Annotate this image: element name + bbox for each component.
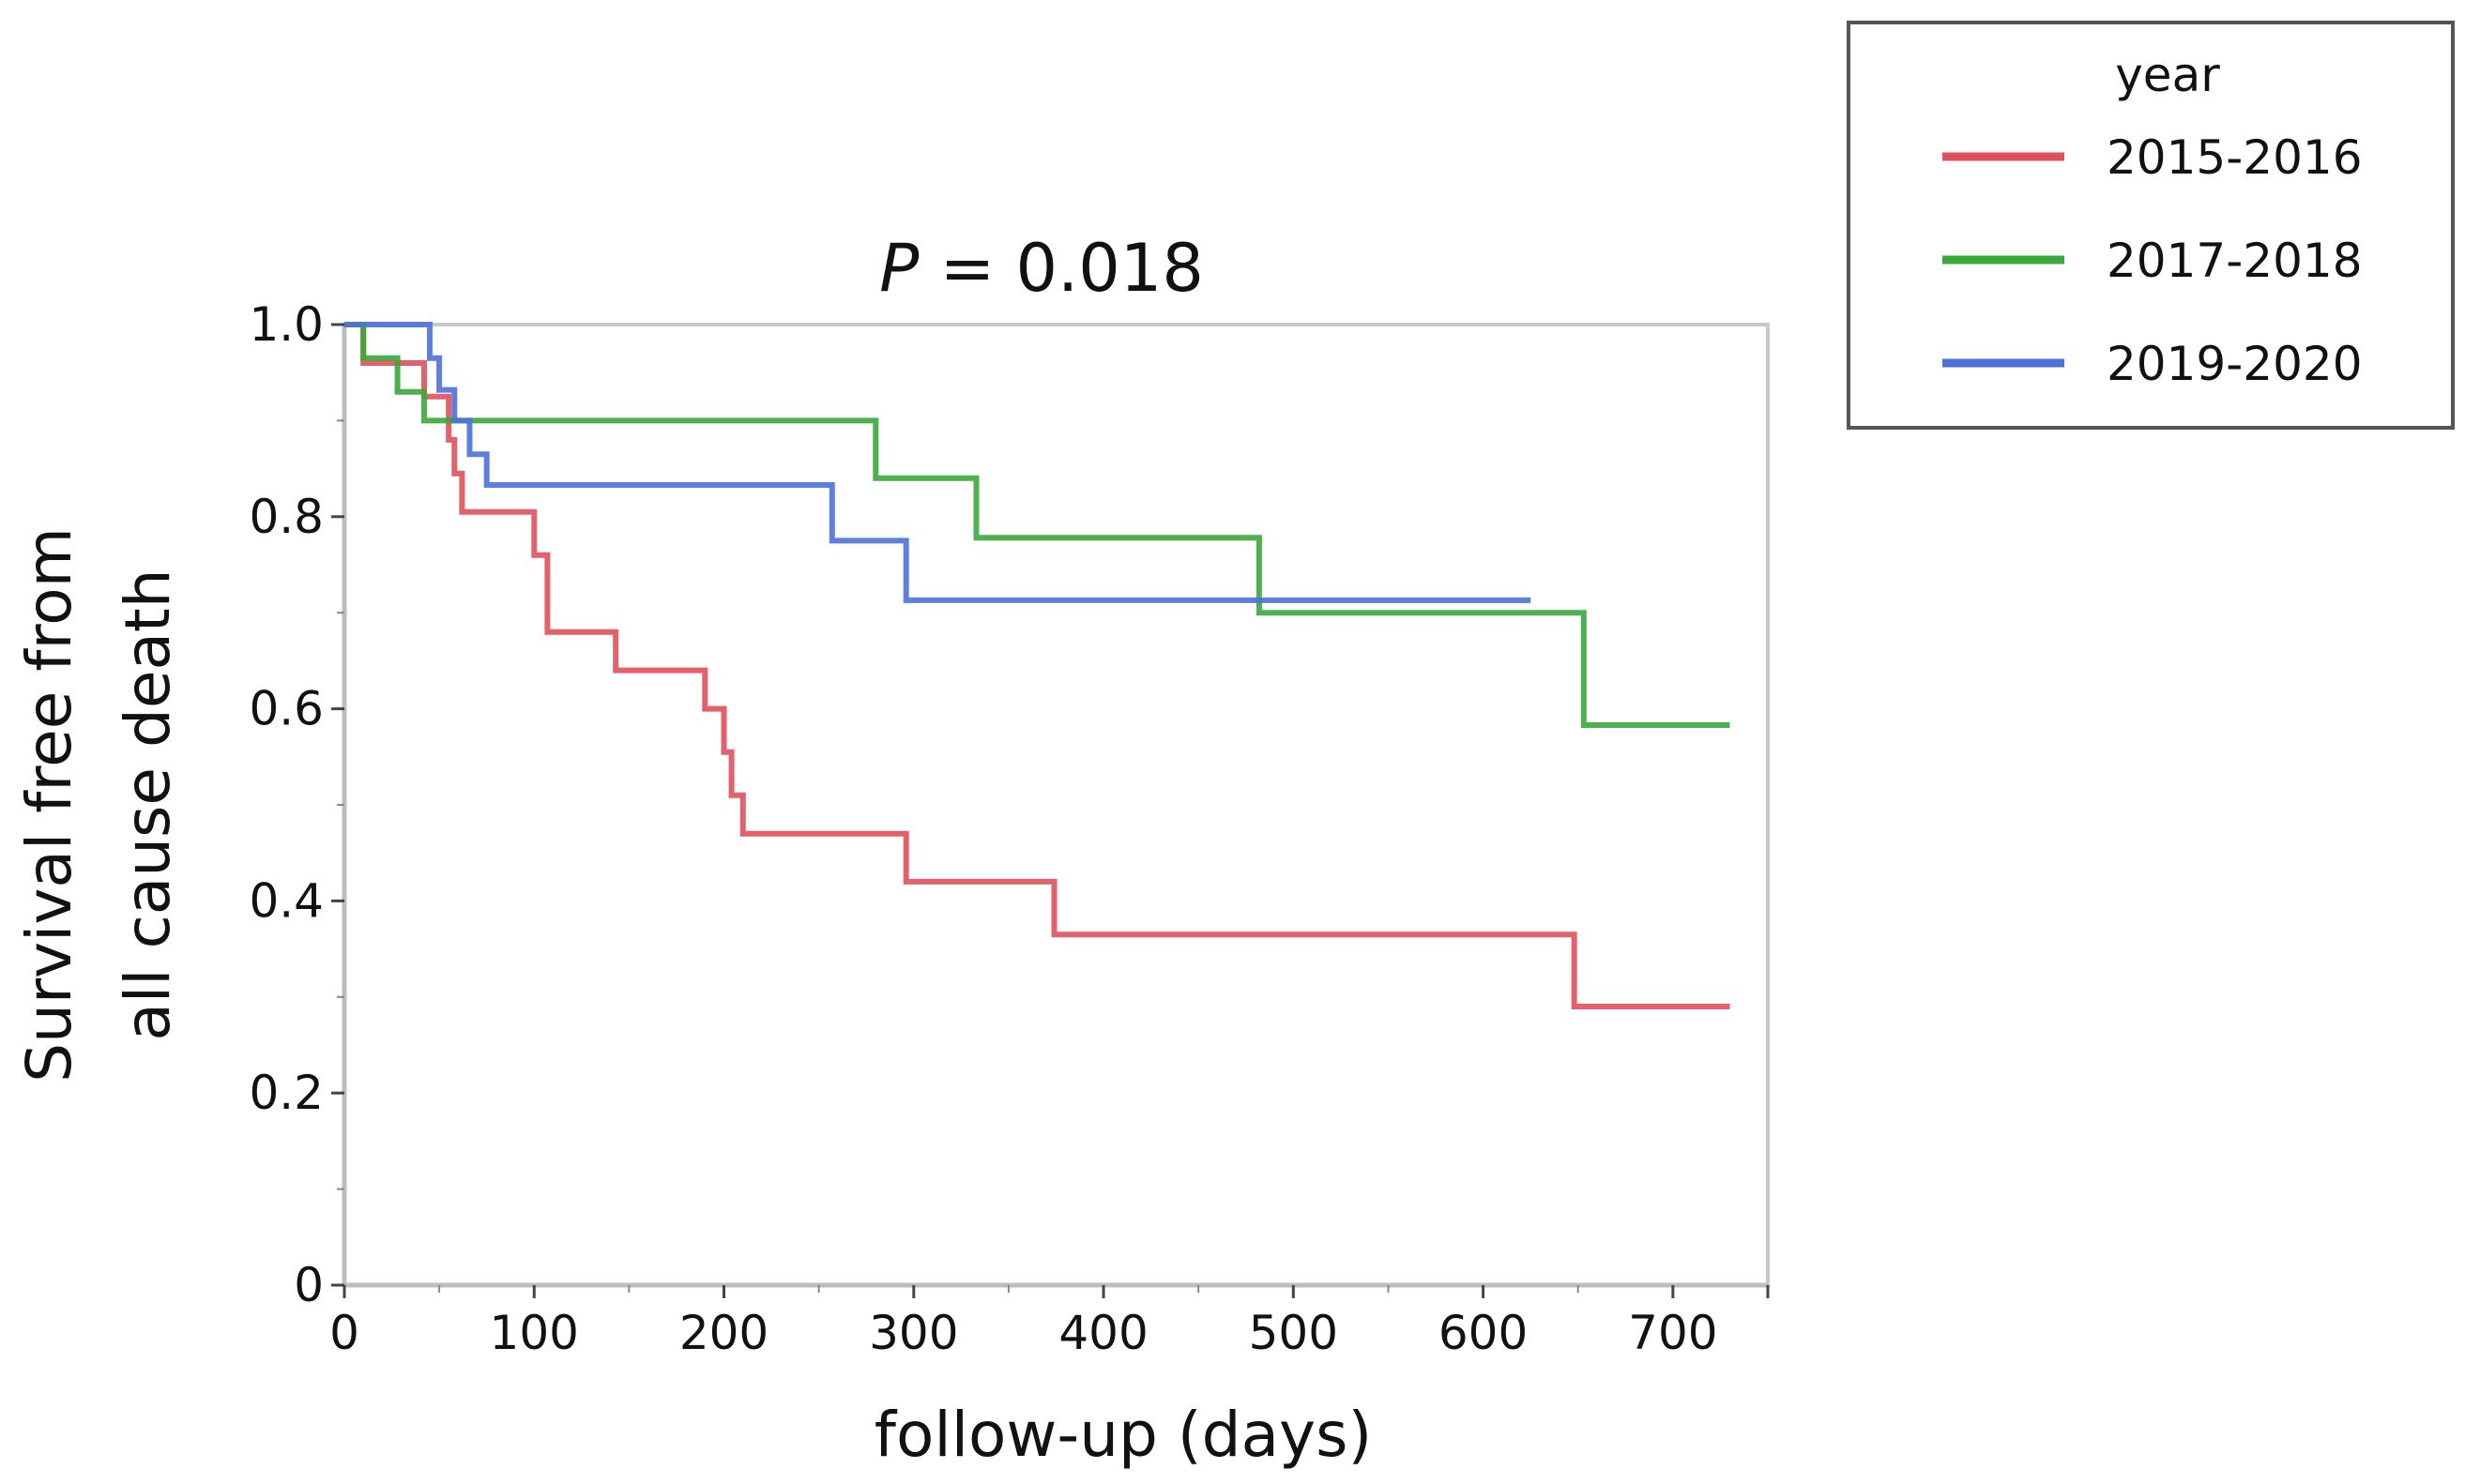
legend-label-2017-2018: 2017-2018 <box>2107 234 2363 288</box>
x-tick-label: 500 <box>1249 1306 1338 1360</box>
plot-frame <box>342 323 1770 1287</box>
x-tick-label: 700 <box>1628 1306 1717 1360</box>
legend-label-2015-2016: 2015-2016 <box>2107 130 2363 185</box>
series-line-2019-2020 <box>344 322 1531 603</box>
x-axis-title: follow-up (days) <box>875 1399 1372 1471</box>
y-tick-label: 0.2 <box>249 1066 324 1120</box>
x-tick-label: 0 <box>329 1306 359 1360</box>
y-tick-label: 1.0 <box>249 297 324 352</box>
title-value: = 0.018 <box>919 230 1204 307</box>
series-line-2015-2016 <box>344 322 1730 1009</box>
y-axis-title-line2: all cause death <box>112 568 184 1040</box>
y-tick-label: 0.4 <box>249 873 324 928</box>
x-tick-label: 600 <box>1438 1306 1528 1360</box>
y-tick-label: 0.8 <box>249 490 324 544</box>
legend-title: year <box>2115 48 2220 102</box>
y-tick-label: 0 <box>294 1258 324 1312</box>
x-tick-label: 300 <box>869 1306 958 1360</box>
x-tick-label: 100 <box>490 1306 579 1360</box>
x-tick-label: 200 <box>679 1306 768 1360</box>
legend-items: 2015-2016 2017-2018 2019-2020 <box>1942 130 2363 391</box>
legend-label-2019-2020: 2019-2020 <box>2107 337 2363 391</box>
series-lines <box>344 322 1730 1009</box>
x-tick-label: 400 <box>1058 1306 1148 1360</box>
title-p: P <box>879 230 920 307</box>
x-ticks: 0 100 200 300 400 500 600 700 <box>329 1285 1770 1360</box>
legend: year 2015-2016 2017-2018 2019-2020 <box>1847 21 2455 430</box>
chart-title: P = 0.018 <box>879 230 1204 307</box>
y-ticks: 0 0.2 0.4 0.6 0.8 1.0 <box>249 297 344 1312</box>
series-line-2017-2018 <box>344 322 1730 728</box>
y-tick-label: 0.6 <box>249 682 324 736</box>
y-axis-title-line1: Survival free from <box>13 527 85 1083</box>
